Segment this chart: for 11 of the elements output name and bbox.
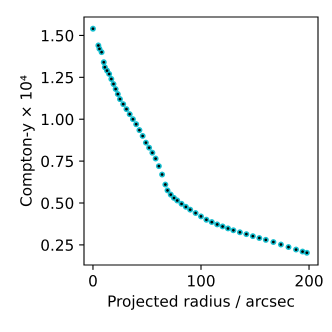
y-tick-label: 1.25 (42, 72, 73, 84)
x-tick-label: 100 (188, 274, 215, 287)
x-axis-title: Projected radius / arcsec (108, 295, 294, 310)
x-tick-label: 200 (296, 274, 323, 287)
y-axis-title: Compton-y × 10⁴ (20, 75, 35, 206)
x-tick-label: 0 (89, 274, 97, 287)
y-tick-label: 0.25 (41, 239, 73, 251)
y-tick-label: 1.50 (42, 30, 74, 42)
y-tick-label: 1.00 (42, 114, 74, 126)
y-tick-label: 0.50 (41, 197, 74, 210)
y-tick-label: 0.75 (41, 156, 73, 168)
